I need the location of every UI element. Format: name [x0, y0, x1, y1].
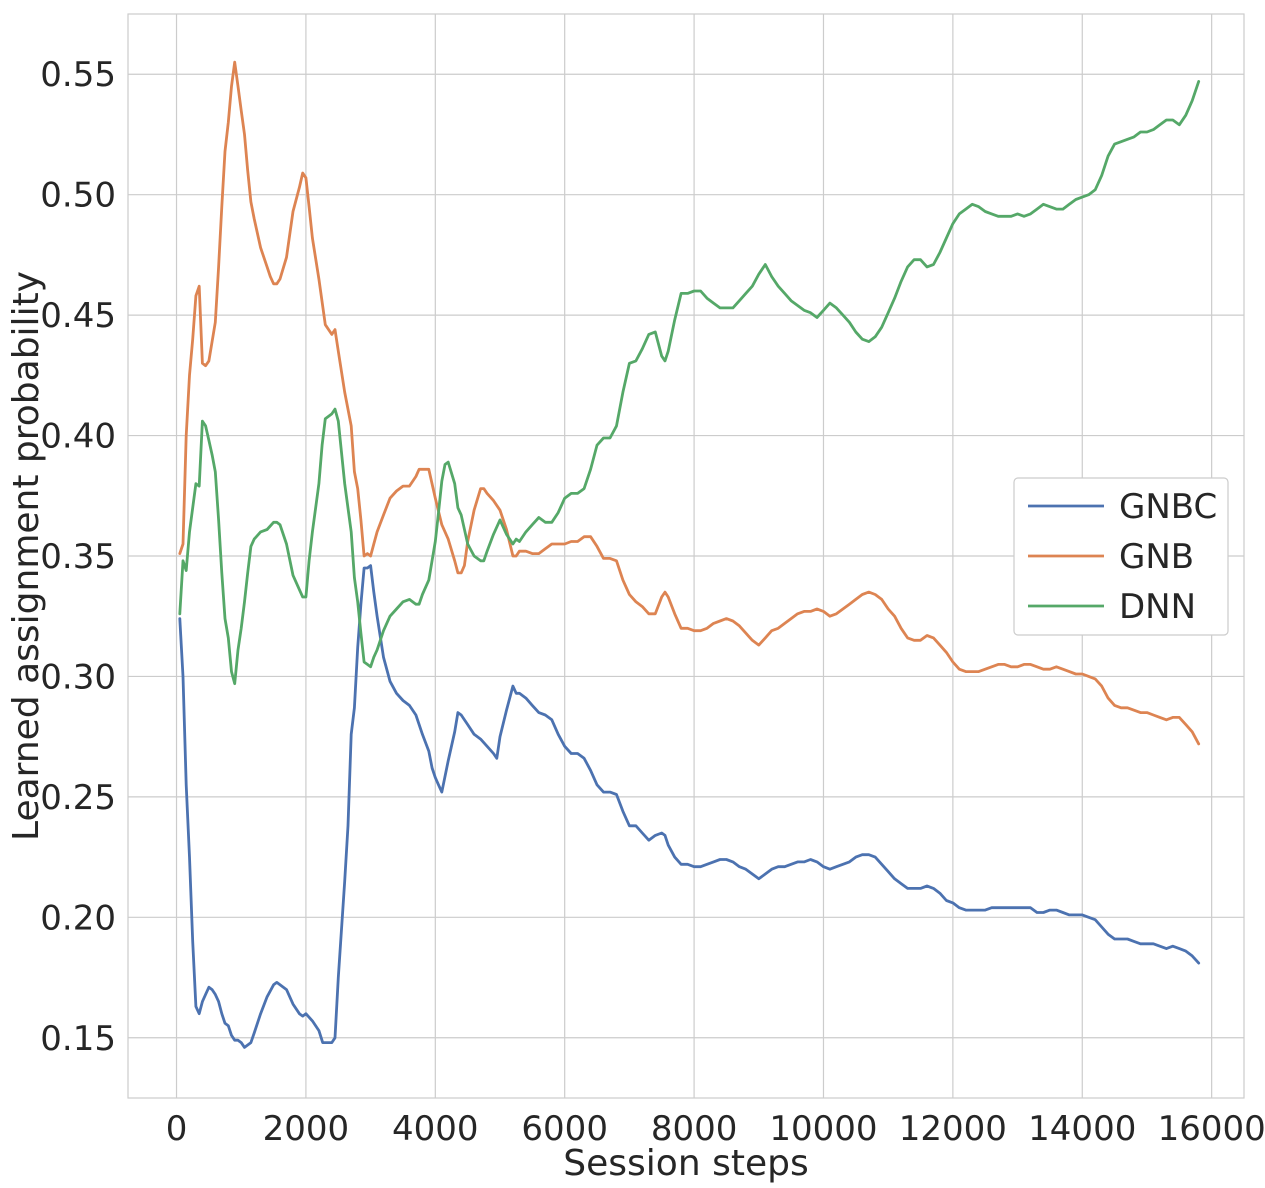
- legend: GNBC GNB DNN: [1013, 477, 1229, 636]
- x-tick-label: 16000: [1158, 1109, 1265, 1149]
- y-tick-label: 0.55: [40, 55, 116, 95]
- x-tick-label: 10000: [769, 1109, 877, 1149]
- legend-label-gnbc: GNBC: [1119, 487, 1217, 527]
- series-group: [178, 60, 1201, 1049]
- legend-box: [1013, 477, 1229, 636]
- legend-items: GNBC GNB DNN: [1028, 487, 1217, 627]
- y-tick-label: 0.30: [40, 657, 116, 697]
- y-tick-label: 0.20: [40, 898, 116, 938]
- y-tick-label: 0.15: [40, 1019, 116, 1059]
- legend-label-dnn: DNN: [1119, 587, 1196, 627]
- series-line-gnb: [178, 60, 1201, 746]
- y-tick-label: 0.45: [40, 296, 116, 336]
- x-tick-label: 6000: [521, 1109, 608, 1149]
- x-axis-label: Session steps: [563, 1143, 808, 1184]
- legend-label-gnb: GNB: [1119, 537, 1194, 577]
- x-tick-label: 12000: [899, 1109, 1007, 1149]
- x-tick-label: 2000: [263, 1109, 350, 1149]
- x-tick-label: 4000: [392, 1109, 479, 1149]
- y-tick-label: 0.25: [40, 778, 116, 818]
- x-tick-label: 0: [166, 1109, 188, 1149]
- series-line-gnbc: [178, 564, 1201, 1049]
- y-tick-labels: 0.15 0.20 0.25 0.30 0.35 0.40 0.45 0.50 0.55: [40, 55, 116, 1059]
- x-tick-label: 8000: [651, 1109, 738, 1149]
- series-line-dnn: [178, 80, 1201, 686]
- y-tick-label: 0.40: [40, 417, 116, 457]
- y-axis-label: Learned assignment probability: [6, 271, 47, 841]
- plot-frame: [127, 13, 1245, 1099]
- grid: [128, 14, 1244, 1098]
- x-tick-label: 14000: [1028, 1109, 1136, 1149]
- x-tick-labels: 0 2000 4000 6000 8000 10000 12000 14000 16000: [166, 1109, 1265, 1149]
- y-tick-label: 0.35: [40, 537, 116, 577]
- y-tick-label: 0.50: [40, 176, 116, 216]
